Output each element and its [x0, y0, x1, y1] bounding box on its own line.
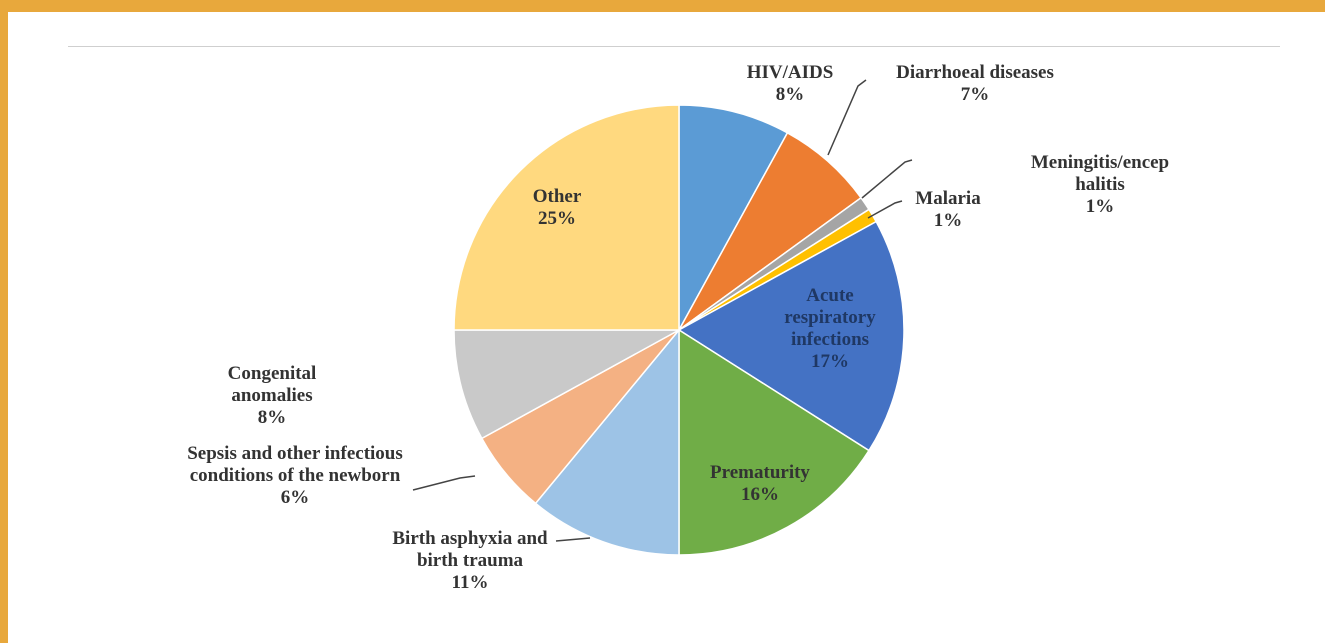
slice-label: Diarrhoeal diseases 7%: [865, 62, 1085, 106]
leader-line: [861, 159, 913, 199]
pie-slice: [453, 104, 680, 331]
value-label: 1%: [933, 210, 963, 231]
value-label: 16%: [741, 484, 779, 505]
value-label: 8%: [775, 84, 805, 105]
frame-left: [0, 0, 8, 643]
value-label: 25%: [538, 208, 576, 229]
slice-label: Other 25%: [507, 186, 607, 230]
value-label: 1%: [1085, 196, 1115, 217]
slice-label: Congenital anomalies 8%: [197, 363, 347, 429]
slice-label: Malaria 1%: [903, 188, 993, 232]
leader-line: [555, 537, 591, 542]
leader-line: [412, 475, 476, 491]
category-label: Other: [532, 186, 582, 207]
category-label: Prematurity: [710, 462, 810, 483]
value-label: 7%: [960, 84, 990, 105]
value-label: 17%: [811, 351, 849, 372]
category-label: Sepsis and other infectious conditions o…: [187, 443, 403, 486]
value-label: 8%: [257, 407, 287, 428]
slice-label: Acute respiratory infections 17%: [770, 285, 890, 373]
pie-slice: [453, 329, 680, 440]
category-label: Diarrhoeal diseases: [896, 62, 1054, 83]
slice-label: HIV/AIDS 8%: [710, 62, 870, 106]
slice-label: Prematurity 16%: [680, 462, 840, 506]
pie-slice: [677, 220, 905, 452]
value-label: 11%: [451, 572, 489, 593]
slice-label: Sepsis and other infectious conditions o…: [165, 443, 425, 509]
category-label: Birth asphyxia and birth trauma: [392, 528, 548, 571]
category-label: HIV/AIDS: [746, 62, 834, 83]
category-label: Malaria: [915, 188, 981, 209]
slice-label: Meningitis/encephalitis 1%: [1030, 152, 1170, 218]
pie-slice: [678, 104, 789, 331]
pie-slice: [678, 328, 871, 556]
slice-label: Birth asphyxia and birth trauma 11%: [375, 528, 565, 594]
leader-line: [827, 79, 867, 156]
pie-slice: [534, 327, 680, 556]
category-label: Acute respiratory infections: [784, 285, 876, 350]
category-label: Congenital anomalies: [227, 363, 317, 406]
leader-line: [867, 200, 903, 219]
rule: [68, 46, 1280, 47]
frame-top: [0, 0, 1325, 12]
category-label: Meningitis/encephalitis: [1030, 152, 1170, 195]
value-label: 6%: [280, 487, 310, 508]
